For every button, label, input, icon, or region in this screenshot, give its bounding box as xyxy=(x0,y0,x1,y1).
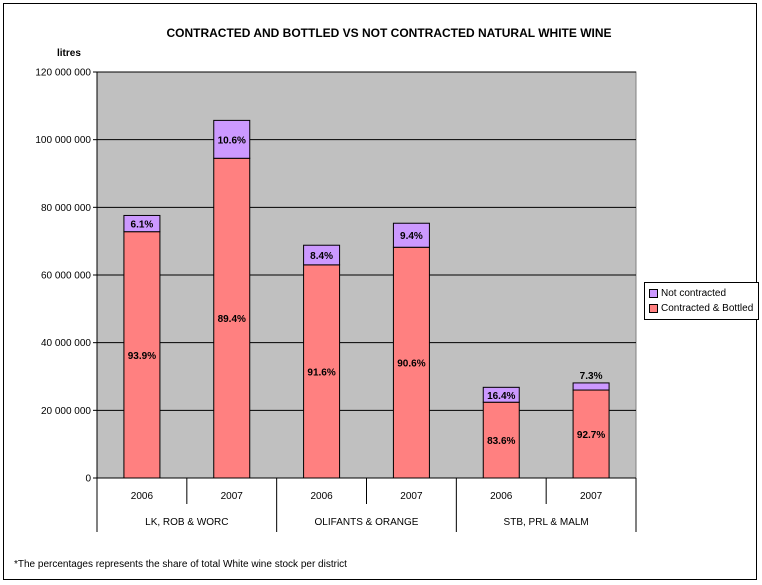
legend-item-not-contracted: Not contracted xyxy=(649,286,754,301)
y-tick-label: 80 000 000 xyxy=(41,203,91,214)
y-tick-label: 20 000 000 xyxy=(41,406,91,417)
x-tick-label: 2007 xyxy=(400,491,423,502)
legend-swatch-contracted-bottled xyxy=(649,304,658,313)
bar-contracted-bottled xyxy=(572,389,610,479)
data-label-contracted-bottled: 92.7% xyxy=(577,430,605,441)
bar-not-contracted xyxy=(303,244,341,266)
legend: Not contracted Contracted & Bottled xyxy=(644,282,759,320)
data-label-not-contracted: 9.4% xyxy=(400,231,423,242)
footnote: *The percentages represents the share of… xyxy=(14,559,347,570)
bar-contracted-bottled xyxy=(213,157,251,479)
y-tick-label: 40 000 000 xyxy=(41,338,91,349)
data-label-not-contracted: 7.3% xyxy=(580,371,603,382)
data-label-not-contracted: 16.4% xyxy=(487,391,515,402)
x-tick-label: 2007 xyxy=(580,491,603,502)
group-label: STB, PRL & MALM xyxy=(504,517,589,528)
legend-swatch-not-contracted xyxy=(649,289,658,298)
bar-not-contracted xyxy=(213,119,251,159)
legend-label-contracted-bottled: Contracted & Bottled xyxy=(661,303,754,314)
data-label-contracted-bottled: 93.9% xyxy=(128,351,156,362)
y-tick-label: 120 000 000 xyxy=(35,68,91,79)
y-tick-label: 0 xyxy=(85,474,91,485)
x-tick-label: 2006 xyxy=(131,491,154,502)
data-label-contracted-bottled: 91.6% xyxy=(307,367,335,378)
bar-contracted-bottled xyxy=(303,264,341,479)
data-label-contracted-bottled: 89.4% xyxy=(218,314,246,325)
chart-frame: CONTRACTED AND BOTTLED VS NOT CONTRACTED… xyxy=(3,3,759,580)
bar-not-contracted xyxy=(123,214,161,233)
data-label-contracted-bottled: 90.6% xyxy=(397,359,425,370)
bar-contracted-bottled xyxy=(392,246,430,479)
y-tick-label: 60 000 000 xyxy=(41,271,91,282)
legend-label-not-contracted: Not contracted xyxy=(661,288,727,299)
bar-not-contracted xyxy=(482,386,520,403)
legend-item-contracted-bottled: Contracted & Bottled xyxy=(649,301,754,316)
data-label-contracted-bottled: 83.6% xyxy=(487,436,515,447)
y-axis-label: litres xyxy=(57,48,81,59)
data-label-not-contracted: 8.4% xyxy=(310,251,333,262)
chart-title: CONTRACTED AND BOTTLED VS NOT CONTRACTED… xyxy=(166,26,611,40)
x-tick-label: 2007 xyxy=(221,491,244,502)
y-tick-label: 100 000 000 xyxy=(35,135,91,146)
bar-not-contracted xyxy=(392,222,430,248)
bar-contracted-bottled xyxy=(482,401,520,479)
x-tick-label: 2006 xyxy=(490,491,513,502)
stacked-bar-chart: CONTRACTED AND BOTTLED VS NOT CONTRACTED… xyxy=(35,26,637,532)
bar-contracted-bottled xyxy=(123,231,161,479)
group-label: OLIFANTS & ORANGE xyxy=(315,517,419,528)
x-tick-label: 2006 xyxy=(310,491,333,502)
bar-not-contracted xyxy=(572,382,610,391)
data-label-not-contracted: 6.1% xyxy=(131,220,154,231)
data-label-not-contracted: 10.6% xyxy=(218,135,246,146)
group-label: LK, ROB & WORC xyxy=(145,517,228,528)
